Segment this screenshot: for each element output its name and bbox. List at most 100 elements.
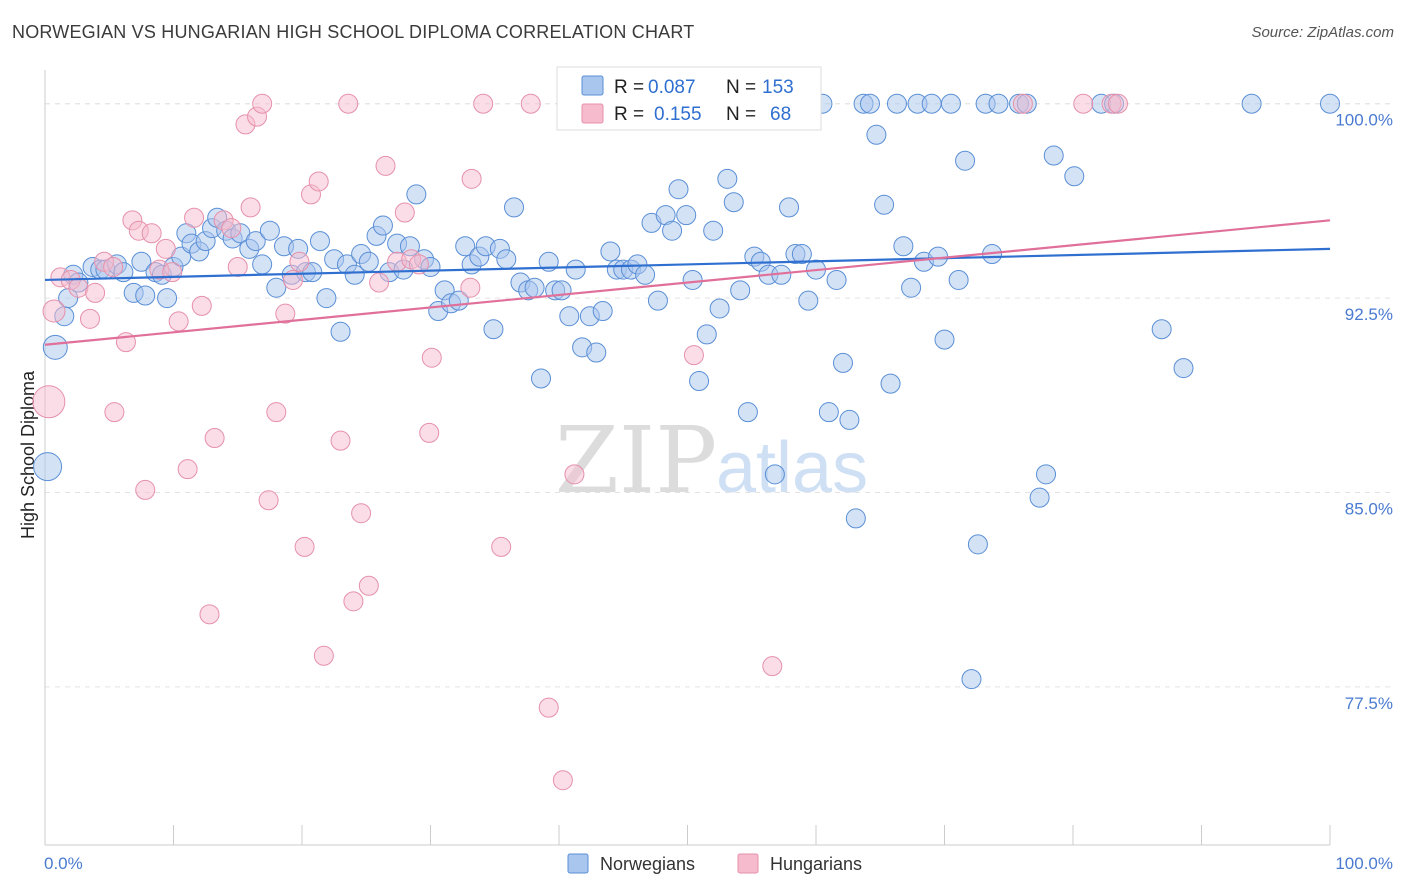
data-point bbox=[662, 220, 683, 241]
data-point bbox=[309, 231, 330, 252]
series-legend-swatch-norwegians bbox=[567, 853, 589, 874]
data-point bbox=[818, 402, 839, 423]
data-point bbox=[647, 290, 668, 311]
data-point bbox=[275, 303, 296, 324]
data-point bbox=[135, 479, 156, 500]
watermark-zip: ZIP bbox=[555, 407, 717, 514]
data-point bbox=[1036, 464, 1057, 485]
data-point bbox=[723, 192, 744, 213]
legend-r-value-hungarians: 0.155 bbox=[654, 104, 702, 125]
data-point bbox=[455, 236, 476, 257]
data-point bbox=[948, 269, 969, 290]
data-point bbox=[473, 93, 494, 114]
data-point bbox=[961, 669, 982, 690]
data-point bbox=[955, 150, 976, 171]
data-point bbox=[252, 254, 273, 275]
data-point bbox=[709, 298, 730, 319]
data-point bbox=[199, 604, 220, 625]
data-point bbox=[103, 256, 124, 277]
data-point bbox=[839, 409, 860, 430]
data-point bbox=[330, 321, 351, 342]
data-point bbox=[1073, 93, 1094, 114]
y-tick-label: 77.5% bbox=[1345, 694, 1393, 713]
data-point bbox=[104, 402, 125, 423]
data-point bbox=[779, 197, 800, 218]
data-point bbox=[696, 324, 717, 345]
legend-swatch-hungarians bbox=[581, 103, 604, 124]
data-point bbox=[826, 269, 847, 290]
data-point bbox=[258, 490, 279, 511]
data-point bbox=[42, 334, 68, 360]
data-point bbox=[940, 93, 961, 114]
data-point bbox=[564, 464, 585, 485]
data-point bbox=[168, 311, 189, 332]
data-point bbox=[496, 249, 517, 270]
data-point bbox=[791, 244, 812, 265]
data-point bbox=[538, 697, 559, 718]
chart-title: NORWEGIAN VS HUNGARIAN HIGH SCHOOL DIPLO… bbox=[12, 22, 695, 42]
data-point bbox=[491, 536, 512, 557]
hungarians-points bbox=[32, 93, 1128, 791]
data-point bbox=[283, 269, 304, 290]
data-point bbox=[520, 93, 541, 114]
legend-r-label-hungarians: R = bbox=[614, 104, 644, 125]
data-point bbox=[240, 197, 261, 218]
data-point bbox=[832, 352, 853, 373]
data-point bbox=[294, 536, 315, 557]
data-point bbox=[988, 93, 1009, 114]
data-point bbox=[369, 272, 390, 293]
data-point bbox=[375, 155, 396, 176]
data-point bbox=[737, 402, 758, 423]
data-point bbox=[1029, 487, 1050, 508]
legend-r-value-norwegians: 0.087 bbox=[648, 77, 696, 98]
trend-line-hungarians bbox=[44, 219, 1331, 346]
y-axis-label: High School Diploma bbox=[18, 370, 38, 539]
data-point bbox=[1012, 93, 1033, 114]
data-point bbox=[859, 93, 880, 114]
data-point bbox=[406, 184, 427, 205]
gridlines bbox=[45, 103, 1395, 688]
trend-lines bbox=[44, 219, 1331, 346]
data-point bbox=[351, 503, 372, 524]
data-point bbox=[635, 264, 656, 285]
data-point bbox=[551, 280, 572, 301]
data-point bbox=[358, 251, 379, 272]
data-point bbox=[1173, 358, 1194, 379]
data-point bbox=[157, 288, 178, 309]
norwegians-points bbox=[33, 93, 1340, 690]
data-point bbox=[162, 262, 183, 283]
data-point bbox=[1064, 166, 1085, 187]
data-point bbox=[313, 645, 334, 666]
chart-source: Source: ZipAtlas.com bbox=[1251, 24, 1394, 41]
data-point bbox=[372, 215, 393, 236]
data-point bbox=[266, 277, 287, 298]
data-point bbox=[419, 422, 440, 443]
data-point bbox=[1241, 93, 1262, 114]
data-point bbox=[141, 223, 162, 244]
data-point bbox=[1320, 93, 1340, 114]
data-point bbox=[682, 269, 703, 290]
x-tick-label-100: 100.0% bbox=[1335, 854, 1393, 873]
data-point bbox=[259, 220, 280, 241]
data-point bbox=[893, 236, 914, 257]
data-point bbox=[886, 93, 907, 114]
data-point bbox=[730, 280, 751, 301]
watermark-atlas: atlas bbox=[716, 428, 868, 508]
series-legend: Norwegians Hungarians bbox=[567, 853, 862, 874]
data-point bbox=[689, 371, 710, 392]
data-point bbox=[764, 464, 785, 485]
data-point bbox=[967, 534, 988, 555]
data-point bbox=[330, 430, 351, 451]
series-legend-swatch-hungarians bbox=[737, 853, 759, 874]
data-point bbox=[1107, 93, 1128, 114]
legend-swatch-norwegians bbox=[581, 75, 604, 96]
data-point bbox=[266, 402, 287, 423]
data-point bbox=[316, 288, 337, 309]
data-point bbox=[68, 277, 89, 298]
data-point bbox=[461, 168, 482, 189]
data-point bbox=[531, 368, 552, 389]
legend-n-value-norwegians: 153 bbox=[762, 77, 794, 98]
data-point bbox=[668, 179, 689, 200]
data-point bbox=[338, 93, 359, 114]
